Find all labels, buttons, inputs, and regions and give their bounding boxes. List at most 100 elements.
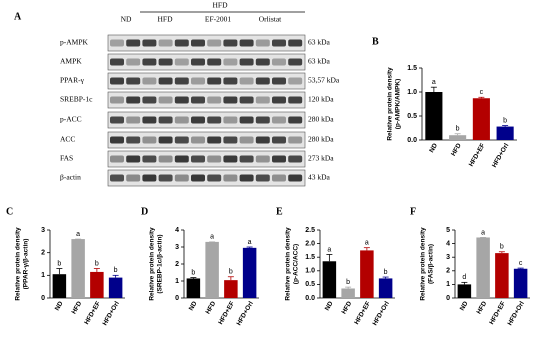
blot-band	[207, 77, 222, 85]
blot-band	[158, 58, 173, 66]
row-size: 63 kDa	[308, 57, 331, 66]
error-bar	[345, 286, 352, 289]
y-tick-label: 1	[175, 278, 179, 285]
row-size: 280 kDa	[308, 135, 334, 144]
error-bar	[517, 267, 524, 269]
row-size: 273 kDa	[308, 154, 334, 163]
error-bar	[190, 277, 197, 279]
panel-label: D	[141, 206, 148, 217]
y-tick-label: 0.5	[407, 113, 417, 120]
blot-band	[110, 116, 124, 124]
blot-band	[126, 116, 141, 124]
blot-band	[207, 174, 222, 182]
error-bar	[112, 274, 119, 278]
significance-letter: a	[481, 229, 485, 236]
error-bar	[502, 125, 509, 127]
y-tick-label: 5	[446, 227, 450, 234]
y-tick-label: 4	[446, 240, 450, 247]
blot-band	[288, 96, 303, 104]
blot-band	[126, 58, 141, 66]
blot-band	[255, 174, 270, 182]
x-tick-label: HFD+Orl	[236, 300, 255, 327]
blot-band	[142, 155, 157, 163]
blot-band	[272, 77, 286, 85]
y-tick-label: 0.0	[305, 295, 315, 302]
y-axis-label: (p-AMPK/AMPK)	[395, 79, 402, 130]
y-axis-label: Relative protein density	[387, 67, 394, 141]
lane-label: HFD	[157, 15, 173, 24]
significance-letter: b	[384, 269, 388, 276]
blot-band	[223, 58, 238, 66]
x-tick-label: HFD+EF	[468, 142, 487, 168]
blot-band	[239, 155, 254, 163]
bar	[90, 271, 104, 298]
row-label: β-actin	[60, 173, 81, 182]
error-bar	[326, 254, 333, 262]
row-label: FAS	[60, 154, 73, 163]
y-tick-label: 0	[446, 295, 450, 302]
panel-label: B	[372, 36, 379, 47]
bar	[378, 278, 393, 298]
blot-band	[288, 136, 303, 144]
blot-band	[126, 174, 141, 182]
blot-band	[126, 96, 141, 104]
blot-strip	[107, 131, 306, 149]
blot: p-AMPK 63 kDa AMPK 63 kDa PPAR-γ 53,57 kDa SRE…	[60, 34, 340, 187]
blot-band	[272, 58, 286, 66]
blot-band	[142, 116, 157, 124]
row-label: p-ACC	[60, 115, 82, 124]
significance-letter: a	[76, 231, 80, 238]
blot-band	[255, 116, 270, 124]
lane-label: Orlistat	[259, 15, 282, 24]
row-label: p-AMPK	[60, 38, 89, 47]
blot-band	[142, 96, 157, 104]
blot-band	[239, 136, 254, 144]
y-axis-label: Relative protein density	[285, 227, 292, 301]
blot-strip	[107, 72, 306, 90]
blot-band	[142, 77, 157, 85]
y-tick-label: 0	[41, 295, 45, 302]
blot-band	[272, 96, 286, 104]
y-axis-label: (SREBP-1c/β-actin)	[157, 234, 164, 293]
blot-band	[174, 174, 189, 182]
bar	[52, 274, 67, 298]
blot-band	[223, 155, 238, 163]
blot-strip	[107, 150, 306, 168]
panel-label: C	[6, 206, 13, 217]
blot-band	[158, 174, 173, 182]
blot-band	[207, 96, 222, 104]
y-tick-label: 2	[446, 268, 450, 275]
bar	[457, 284, 472, 298]
blot-band	[174, 136, 189, 144]
row-label: AMPK	[60, 57, 82, 66]
error-bar	[498, 251, 505, 254]
y-tick-label: 1	[446, 281, 450, 288]
significance-letter: a	[210, 234, 214, 241]
blot-band	[110, 96, 124, 104]
y-axis-label: Relative protein density	[149, 227, 156, 301]
y-tick-label: 2.5	[305, 227, 315, 234]
significance-letter: b	[57, 260, 61, 267]
blot-band	[191, 174, 205, 182]
blot-band	[239, 96, 254, 104]
y-axis-label: Relative protein density	[15, 227, 22, 301]
significance-letter: b	[95, 260, 99, 267]
error-bar	[246, 246, 253, 248]
bar	[322, 261, 337, 298]
x-tick-label: HFD	[450, 142, 463, 157]
error-bar	[56, 268, 63, 275]
blot-band	[207, 136, 222, 144]
blot-band	[255, 77, 270, 85]
blot-band	[110, 136, 124, 144]
x-tick-label: ND	[428, 142, 439, 154]
significance-letter: b	[114, 267, 118, 274]
bar	[496, 126, 514, 140]
error-bar	[382, 276, 389, 279]
y-tick-label: 2	[41, 250, 45, 257]
blot-band	[174, 96, 189, 104]
row-label: ACC	[60, 135, 75, 144]
significance-letter: b	[191, 269, 195, 276]
x-tick-label: HFD+EF	[217, 300, 236, 326]
y-tick-label: 0.0	[407, 137, 417, 144]
x-tick-label: ND	[324, 300, 335, 312]
